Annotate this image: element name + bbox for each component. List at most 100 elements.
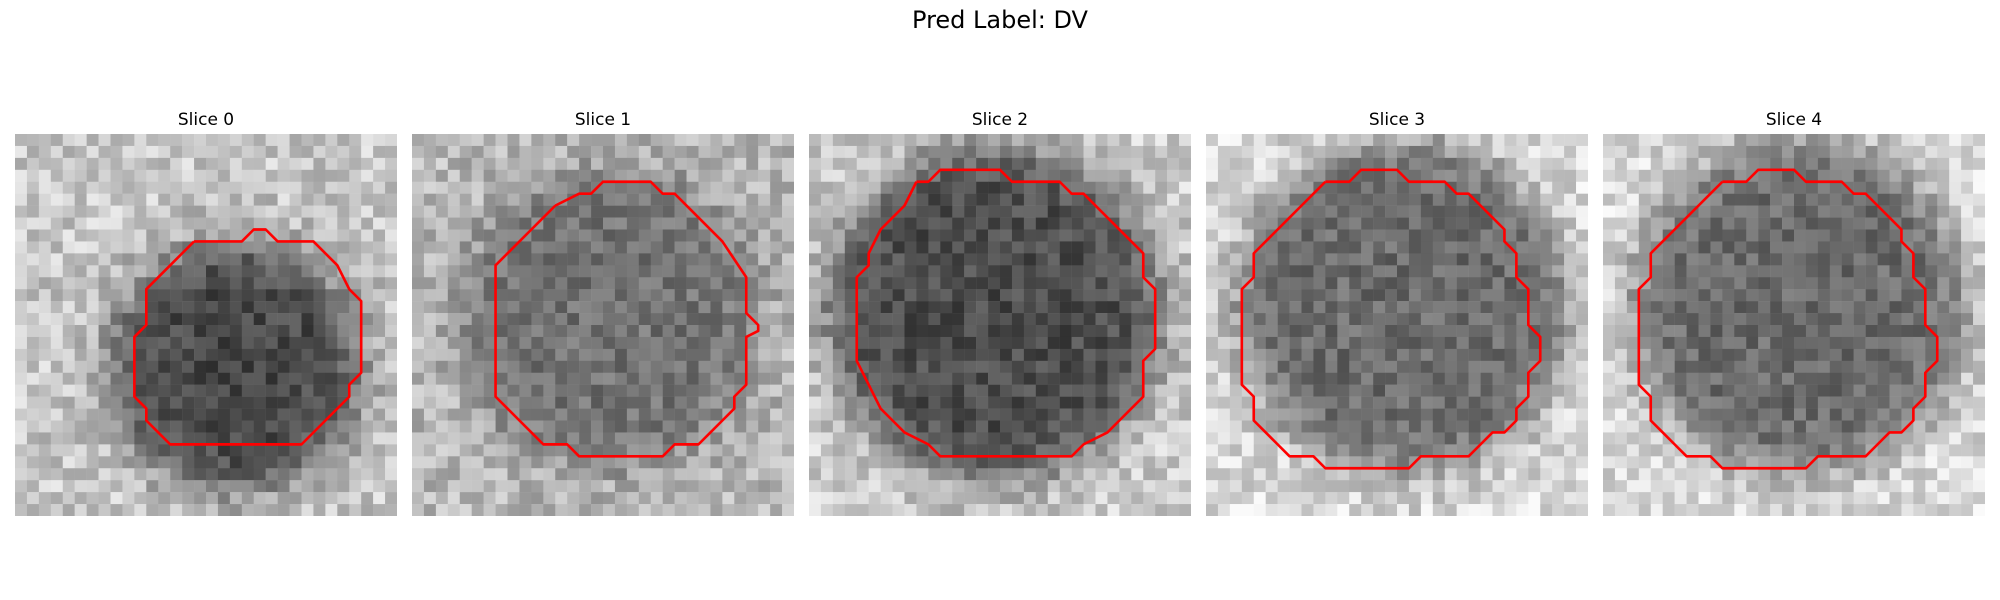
pixel [110,336,123,350]
pixel [1011,181,1025,194]
pixel [1516,348,1529,362]
pixel [1540,504,1553,516]
pixel [1000,253,1013,266]
pixel [1853,336,1866,350]
pixel [1937,241,1950,254]
pixel [158,420,171,433]
pixel [734,456,747,469]
pixel [1770,205,1783,218]
pixel [579,313,592,326]
pixel [1000,134,1013,147]
pixel [603,217,616,230]
pixel [1071,205,1084,218]
pixel [1023,205,1037,218]
pixel [1432,360,1445,373]
pixel [567,432,580,445]
pixel [698,229,711,242]
pixel [1155,468,1168,481]
pixel [844,241,857,254]
pixel [988,325,1001,338]
pixel [1770,277,1783,290]
pixel [471,205,484,218]
pixel [1889,229,1902,242]
pixel [361,265,374,278]
pixel [1131,504,1144,516]
pixel [495,145,508,159]
pixel [1949,229,1962,242]
pixel [1603,157,1616,171]
pixel [1265,265,1278,278]
pixel [1540,325,1553,338]
pixel [337,348,350,362]
pixel [1576,444,1588,457]
pixel [1408,169,1422,182]
pixel [1011,444,1025,457]
pixel [1035,372,1048,385]
pixel [1349,444,1362,457]
pixel [1349,205,1362,218]
pixel [217,313,231,326]
pixel [734,157,747,171]
pixel [158,396,171,409]
pixel [1206,134,1219,147]
pixel [1937,289,1950,302]
pixel [74,325,87,338]
pixel [1083,420,1096,433]
pixel [1155,193,1168,206]
pixel [1167,468,1180,481]
pixel [1408,444,1422,457]
pixel [988,504,1001,516]
pixel [122,372,135,385]
pixel [1456,420,1469,433]
pixel [1638,229,1651,242]
pixel [38,360,52,373]
pixel [1420,181,1434,194]
pixel [916,444,929,457]
pixel [74,372,87,385]
pixel [809,325,822,338]
pixel [614,360,628,373]
pixel [1277,336,1290,350]
pixel [325,181,338,194]
pixel [758,265,771,278]
pixel [170,372,183,385]
pixel [940,444,953,457]
pixel [1071,384,1084,397]
pixel [1444,325,1457,338]
pixel [170,325,183,338]
pixel [495,241,508,254]
pixel [1686,145,1699,159]
pixel [614,313,628,326]
pixel [1035,134,1048,147]
pixel [1794,205,1807,218]
pixel [62,134,75,147]
pixel [1746,265,1759,278]
pixel [940,360,953,373]
pixel [412,492,425,505]
pixel [1758,396,1771,409]
pixel [832,229,846,242]
pixel [1217,408,1231,421]
pixel [614,420,628,433]
pixel [1564,325,1577,338]
pixel [1638,301,1651,314]
pixel [122,480,135,493]
pixel [361,134,374,147]
pixel [1265,372,1278,385]
pixel [253,134,266,147]
pixel [1095,504,1108,516]
pixel [614,432,628,445]
pixel [1734,253,1747,266]
pixel [1504,229,1517,242]
pixel [758,456,771,469]
pixel [86,432,99,445]
pixel [1770,157,1783,171]
pixel [1432,217,1445,230]
pixel [1071,313,1084,326]
pixel [567,134,580,147]
pixel [62,408,75,421]
pixel [626,181,640,194]
pixel [1710,253,1723,266]
pixel [1397,157,1410,171]
pixel [952,253,965,266]
